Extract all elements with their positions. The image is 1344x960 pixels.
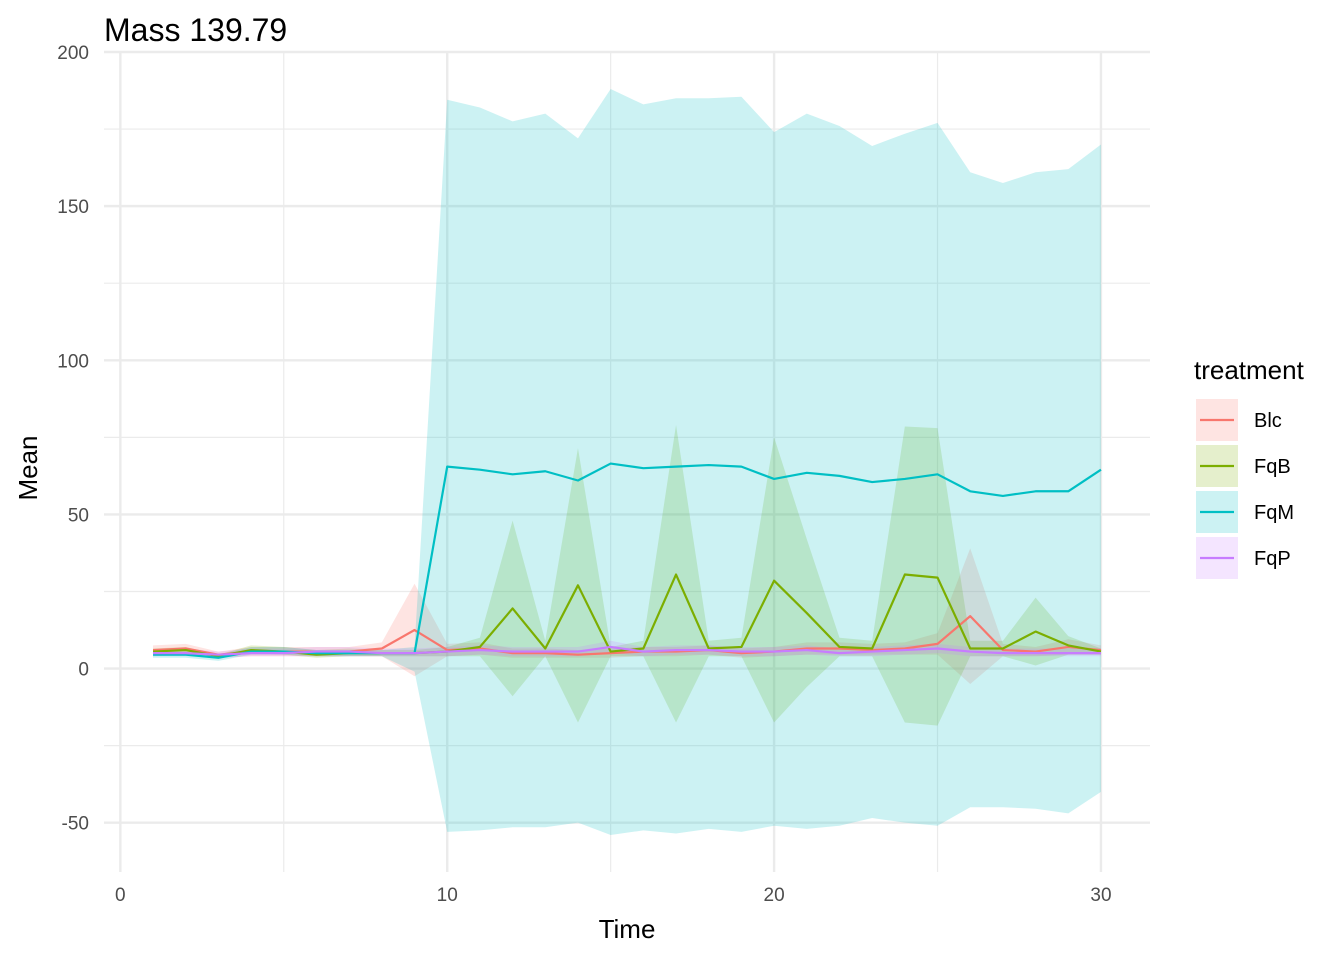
series-lines [152, 462, 1102, 659]
legend-label: FqM [1254, 502, 1294, 524]
x-tick-label: 10 [437, 885, 458, 906]
x-tick-label: 30 [1090, 885, 1111, 906]
tick-labels: 0 10 20 30 -50 0 50 100 150 200 [57, 43, 1111, 906]
legend-label: FqP [1254, 548, 1291, 570]
y-tick-label: 50 [68, 505, 89, 526]
chart-title: Mass 139.79 [104, 12, 287, 48]
confidence-bands [153, 88, 1101, 836]
y-tick-label: 0 [78, 660, 89, 681]
y-tick-label: 100 [57, 351, 89, 372]
legend-title: treatment [1194, 355, 1305, 385]
y-axis-title: Mean [13, 435, 43, 500]
legend-item-fqm: FqM [1196, 491, 1294, 533]
band-fqm [153, 88, 1101, 836]
legend-label: Blc [1254, 410, 1282, 432]
grid [104, 50, 1150, 872]
x-tick-label: 20 [764, 885, 785, 906]
y-tick-label: 150 [57, 197, 89, 218]
line-fqp [153, 645, 1101, 656]
legend-label: FqB [1254, 456, 1291, 478]
legend-item-fqb: FqB [1196, 445, 1291, 487]
x-tick-label: 0 [115, 885, 126, 906]
legend-item-blc: Blc [1196, 399, 1282, 441]
x-axis-title: Time [599, 914, 656, 944]
y-tick-label: 200 [57, 43, 89, 64]
y-tick-label: -50 [62, 814, 89, 835]
legend-item-fqp: FqP [1196, 537, 1291, 579]
legend: Blc FqB FqM FqP [1196, 399, 1294, 579]
